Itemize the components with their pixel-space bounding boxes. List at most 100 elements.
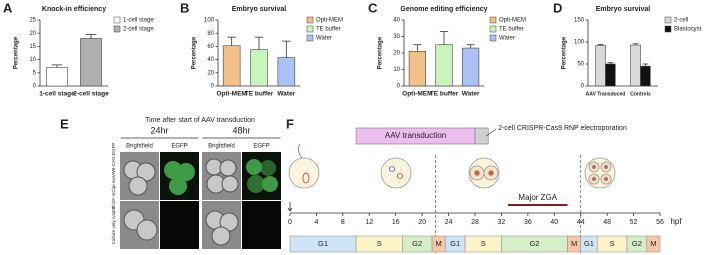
bar: [277, 57, 296, 87]
panel-label: D: [553, 0, 562, 15]
embryo-icons: [288, 143, 616, 189]
legend-label: 2-cell stage: [123, 27, 154, 33]
egfp-image: [242, 201, 281, 249]
x-tick-label: 28: [471, 219, 479, 226]
cells: [123, 158, 239, 246]
phase-label: M: [650, 239, 656, 248]
micrographs: [120, 152, 281, 249]
y-tick-label: 0: [211, 84, 215, 90]
y-axis-label: Percentage: [378, 36, 384, 69]
legend-label: 1-cell stage: [123, 18, 154, 24]
legend-swatch: [306, 16, 314, 24]
legend-swatch: [489, 16, 497, 24]
x-tick-label: 2-cell stage: [73, 91, 109, 98]
phase-label: G1: [318, 239, 328, 248]
x-tick-label: 40: [550, 219, 558, 226]
egfp-image: [242, 152, 281, 200]
bar: [250, 49, 268, 87]
aav-label: AAV transduction: [385, 131, 446, 140]
phase-label: S: [377, 239, 382, 248]
chart-title: Embryo survival: [596, 6, 651, 13]
legend-label: 2-cell: [674, 18, 688, 24]
x-tick-label: 16: [392, 219, 400, 226]
x-tick-label: 44: [577, 219, 585, 226]
x-tick-label: 52: [630, 219, 638, 226]
column-label: EGFP: [171, 144, 187, 150]
x-tick-label: 32: [498, 219, 506, 226]
y-axis-label: Percentage: [192, 36, 198, 69]
x-tick-label: 36: [524, 219, 532, 226]
panel-label: F: [286, 116, 294, 131]
legend-swatch: [113, 16, 121, 24]
chart-title: Genome editing efficiency: [400, 6, 487, 13]
x-tick-label: 56: [656, 219, 664, 226]
x-tick-label: 48: [603, 219, 611, 226]
y-tick-label: 20: [393, 51, 400, 57]
phase-label: G1: [584, 239, 594, 248]
y-tick-label: 60: [207, 44, 214, 50]
phase-label: G2: [412, 239, 422, 248]
panel-label: B: [180, 0, 189, 15]
bar: [462, 47, 480, 87]
zga-label: Major ZGA: [518, 193, 557, 202]
y-tick-label: 150: [574, 18, 585, 24]
y-tick-label: 15: [29, 44, 36, 50]
bar: [630, 44, 641, 87]
legend-label: Water: [316, 36, 332, 42]
legend-swatch: [489, 25, 497, 33]
column-label: EGFP: [253, 144, 269, 150]
y-tick-label: 10: [29, 57, 36, 63]
legend-label: Opti-MEM: [499, 18, 526, 24]
x-tick-label: AAV Transduced: [586, 91, 626, 97]
bar: [595, 45, 606, 87]
x-tick-label: Opti-MEM: [217, 91, 247, 98]
x-tick-label: Water: [462, 91, 480, 98]
phase-label: M: [571, 239, 577, 248]
bar: [46, 67, 68, 87]
row-label: 3×10⁹ GC/µl ssAAV6-CAG-EGFP: [111, 143, 116, 210]
phase-label: S: [610, 239, 615, 248]
x-tick-label: 0: [288, 219, 292, 226]
callout: [486, 128, 497, 137]
bar: [640, 65, 651, 87]
x-tick-label: Opti-MEM: [402, 91, 432, 98]
start-arrow: [287, 202, 293, 212]
y-tick-label: 20: [29, 31, 36, 37]
y-tick-label: 5: [33, 70, 37, 76]
legend-swatch: [306, 34, 314, 42]
legend-label: Water: [499, 36, 515, 42]
column-label: Brightfield: [126, 144, 153, 150]
x-tick-label: 1-cell stage: [39, 91, 75, 98]
x-tick-label: Water: [277, 91, 295, 98]
y-tick-label: 80: [207, 31, 214, 37]
row-label: Culture only control: [111, 206, 116, 245]
legend-swatch: [113, 25, 121, 33]
phase-label: S: [481, 239, 486, 248]
y-tick-label: 100: [204, 18, 215, 24]
y-tick-label: 40: [207, 57, 214, 63]
time-label: 24hr: [150, 125, 168, 135]
bar: [605, 63, 616, 87]
y-axis-label: Percentage: [14, 36, 20, 69]
legend-swatch: [489, 34, 497, 42]
legend-swatch: [306, 25, 314, 33]
panel-label: E: [60, 116, 69, 131]
x-tick-label: 24: [445, 219, 453, 226]
y-tick-label: 30: [393, 34, 400, 40]
time-label: 48hr: [232, 125, 250, 135]
x-tick-label: TE buffer: [430, 91, 459, 98]
y-tick-label: 25: [29, 18, 36, 24]
legend-label: TE buffer: [316, 27, 341, 33]
x-tick-label: 12: [365, 219, 373, 226]
x-tick-label: 20: [418, 219, 426, 226]
legend-label: Opti-MEM: [316, 18, 343, 24]
x-tick-label: 4: [314, 219, 318, 226]
x-tick-label: 8: [341, 219, 345, 226]
legend-swatch: [664, 16, 672, 24]
legend-label: Blastocyst: [674, 27, 702, 33]
electroporation-bar: [474, 127, 489, 145]
panel-label: A: [3, 0, 13, 15]
x-tick-label: TE buffer: [245, 91, 274, 98]
